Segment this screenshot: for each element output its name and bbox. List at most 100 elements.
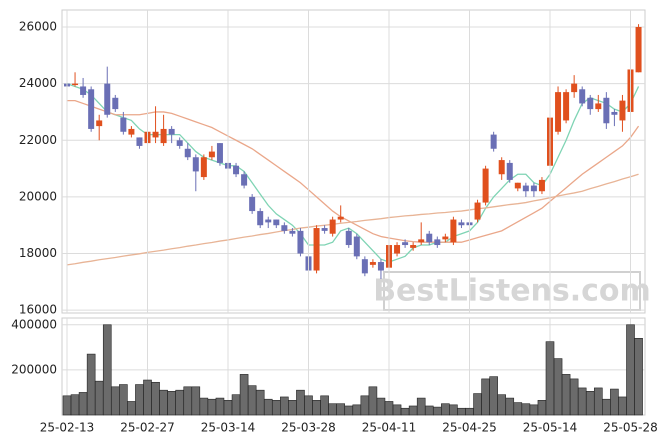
candle-body: [450, 219, 457, 243]
x-tick-label: 25-04-25: [442, 421, 496, 435]
moving-average: [67, 99, 640, 243]
moving-average: [66, 173, 639, 266]
volume-bar: [111, 386, 120, 416]
candle-body: [160, 128, 167, 144]
volume-bar: [239, 374, 249, 416]
volume-bar: [78, 392, 88, 416]
candle-body: [176, 140, 183, 146]
candle-body: [345, 230, 352, 246]
candle-body: [168, 128, 175, 135]
volume-bar: [545, 341, 555, 416]
y-tick-label: 400000: [11, 317, 57, 331]
volume-bar: [247, 385, 257, 416]
volume-bar: [336, 403, 346, 416]
y-tick-label: 200000: [11, 362, 57, 376]
volume-bar: [167, 391, 176, 416]
volume-bar: [175, 389, 184, 416]
volume-bar: [328, 403, 337, 416]
volume-bar: [352, 404, 362, 416]
candle-body: [377, 262, 384, 271]
volume-bar: [280, 396, 289, 416]
candle-body: [442, 236, 449, 240]
volume-bar: [432, 406, 442, 416]
y-tick-label: 26000: [19, 19, 57, 33]
candle-body: [152, 131, 159, 138]
volume-bar: [529, 404, 539, 416]
volume-bar: [384, 401, 394, 416]
volume-bar: [585, 391, 595, 416]
volume-bar: [408, 405, 418, 416]
candle-body: [522, 185, 529, 192]
volume-bar: [513, 402, 523, 416]
candle-body: [611, 111, 618, 115]
candle-body: [603, 97, 610, 124]
volume-bar: [231, 394, 241, 416]
volume-bar: [577, 387, 587, 416]
volume-bar: [392, 404, 402, 416]
candle-body: [353, 236, 360, 257]
candle-body: [329, 219, 336, 234]
candle-body: [337, 216, 344, 220]
volume-bar: [626, 324, 635, 416]
candle-body: [458, 222, 465, 226]
candle-body: [216, 143, 223, 163]
candle-body: [394, 245, 401, 254]
candle-body: [619, 100, 626, 121]
volume-bar: [320, 395, 329, 416]
candle-body: [192, 157, 199, 172]
candle-body: [112, 97, 119, 110]
y-tick-label: 16000: [19, 303, 57, 317]
candle-body: [555, 92, 562, 132]
volume-bar: [151, 381, 160, 416]
candle-body: [474, 202, 481, 220]
volume-bar: [368, 386, 378, 416]
candle-body: [257, 211, 264, 226]
volume-bar: [263, 398, 273, 416]
candle-body: [249, 196, 256, 212]
volume-bar: [457, 407, 466, 416]
volume-bar: [441, 403, 450, 416]
volume-bar: [481, 378, 490, 416]
candle-body: [241, 174, 248, 186]
volume-bar: [618, 396, 627, 416]
volume-bar: [223, 400, 233, 416]
candle-body: [571, 83, 578, 93]
candle-body: [361, 259, 368, 274]
volume-bar: [127, 401, 136, 416]
volume-bar: [207, 398, 217, 416]
volume-bar: [344, 405, 354, 416]
candle-body: [482, 168, 489, 203]
volume-bar: [497, 394, 507, 416]
volume-bar: [86, 353, 96, 416]
x-tick-label: 25-02-13: [40, 421, 94, 435]
volume-bar: [465, 407, 474, 416]
candle-body: [265, 219, 272, 223]
candle-body: [273, 219, 280, 226]
volume-bar: [94, 380, 104, 416]
candle-body: [514, 182, 521, 189]
candle-body: [200, 157, 207, 178]
volume-bar: [271, 400, 281, 416]
volume-bar: [70, 394, 80, 416]
candle-body: [579, 89, 586, 104]
candle-body: [506, 162, 513, 180]
volume-bar: [360, 395, 370, 416]
moving-average: [66, 83, 640, 263]
candle-body: [297, 230, 304, 254]
volume-bar: [424, 405, 434, 416]
volume-bar: [537, 400, 547, 416]
volume-bar: [473, 393, 482, 416]
candle-body: [587, 97, 594, 110]
volume-bar: [569, 378, 579, 416]
x-tick-label: 25-05-28: [603, 421, 657, 435]
x-tick-label: 25-05-14: [523, 421, 577, 435]
volume-bar: [62, 395, 72, 416]
volume-bar: [602, 398, 611, 416]
volume-bar: [255, 389, 265, 416]
volume-bar: [288, 400, 297, 416]
candle-body: [563, 92, 570, 121]
candle-body: [120, 117, 127, 132]
y-tick-label: 18000: [19, 246, 57, 260]
x-tick-label: 25-03-28: [281, 421, 335, 435]
volume-bar: [416, 397, 426, 416]
